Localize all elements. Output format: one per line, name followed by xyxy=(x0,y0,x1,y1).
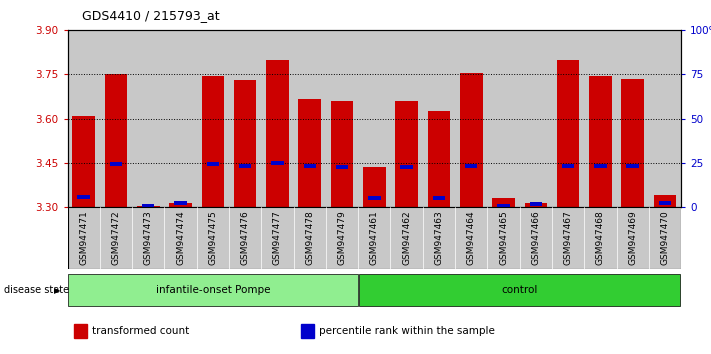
Bar xyxy=(137,206,159,207)
Bar xyxy=(266,59,289,207)
Bar xyxy=(562,164,574,168)
Bar xyxy=(520,30,552,207)
Bar xyxy=(68,207,681,269)
Bar xyxy=(197,30,229,207)
Text: transformed count: transformed count xyxy=(92,326,189,336)
Bar xyxy=(331,101,353,207)
Text: GSM947479: GSM947479 xyxy=(338,210,346,265)
Text: GSM947461: GSM947461 xyxy=(370,210,379,265)
Text: GSM947471: GSM947471 xyxy=(79,210,88,265)
Text: GSM947475: GSM947475 xyxy=(208,210,218,265)
Bar xyxy=(109,162,122,166)
Bar xyxy=(363,167,385,207)
Bar xyxy=(497,204,510,207)
Bar xyxy=(433,196,445,200)
Bar xyxy=(294,30,326,207)
Bar xyxy=(455,30,487,207)
Bar xyxy=(201,76,224,207)
Bar xyxy=(358,30,390,207)
Bar xyxy=(239,164,252,168)
Bar xyxy=(616,30,649,207)
Text: GSM947468: GSM947468 xyxy=(596,210,605,265)
Bar xyxy=(649,30,681,207)
Bar xyxy=(621,79,644,207)
Text: GSM947477: GSM947477 xyxy=(273,210,282,265)
Text: GDS4410 / 215793_at: GDS4410 / 215793_at xyxy=(82,9,220,22)
Bar xyxy=(207,162,219,166)
Bar xyxy=(584,30,616,207)
Bar xyxy=(659,201,671,205)
Text: GSM947473: GSM947473 xyxy=(144,210,153,265)
Bar xyxy=(68,30,100,207)
Bar xyxy=(169,202,192,207)
Bar xyxy=(492,198,515,207)
Text: GSM947464: GSM947464 xyxy=(466,210,476,265)
Text: GSM947470: GSM947470 xyxy=(661,210,670,265)
Text: infantile-onset Pompe: infantile-onset Pompe xyxy=(156,285,270,295)
Bar xyxy=(77,195,90,199)
Bar xyxy=(487,30,520,207)
Bar xyxy=(262,30,294,207)
Bar xyxy=(174,201,187,205)
Bar xyxy=(530,202,542,206)
Bar xyxy=(626,164,639,168)
Bar xyxy=(400,165,413,169)
Text: ▶: ▶ xyxy=(54,286,60,295)
Bar xyxy=(105,74,127,207)
Bar xyxy=(589,76,611,207)
Text: GSM947478: GSM947478 xyxy=(305,210,314,265)
Bar xyxy=(594,164,606,168)
Bar xyxy=(460,73,483,207)
Text: percentile rank within the sample: percentile rank within the sample xyxy=(319,326,495,336)
Bar xyxy=(525,202,547,207)
Bar xyxy=(74,324,87,338)
Bar xyxy=(100,30,132,207)
Bar xyxy=(552,30,584,207)
Text: GSM947465: GSM947465 xyxy=(499,210,508,265)
Bar xyxy=(142,204,154,207)
Bar xyxy=(304,164,316,168)
Bar xyxy=(326,30,358,207)
Bar xyxy=(301,324,314,338)
Bar xyxy=(68,274,358,306)
Bar xyxy=(465,164,478,168)
Bar xyxy=(229,30,262,207)
Text: disease state: disease state xyxy=(4,285,69,295)
Bar xyxy=(653,195,676,207)
Bar xyxy=(271,161,284,165)
Bar xyxy=(390,30,423,207)
Bar xyxy=(73,116,95,207)
Bar xyxy=(234,80,257,207)
Text: GSM947463: GSM947463 xyxy=(434,210,444,265)
Bar xyxy=(336,165,348,169)
Bar xyxy=(359,274,680,306)
Bar xyxy=(427,111,450,207)
Bar xyxy=(423,30,455,207)
Bar xyxy=(299,99,321,207)
Bar xyxy=(557,59,579,207)
Bar xyxy=(395,101,418,207)
Text: GSM947466: GSM947466 xyxy=(531,210,540,265)
Text: control: control xyxy=(501,285,538,295)
Text: GSM947474: GSM947474 xyxy=(176,210,185,265)
Text: GSM947467: GSM947467 xyxy=(564,210,572,265)
Bar xyxy=(164,30,197,207)
Text: GSM947472: GSM947472 xyxy=(112,210,120,265)
Bar xyxy=(368,196,380,200)
Bar xyxy=(132,30,164,207)
Text: GSM947469: GSM947469 xyxy=(629,210,637,265)
Text: GSM947476: GSM947476 xyxy=(240,210,250,265)
Text: GSM947462: GSM947462 xyxy=(402,210,411,265)
